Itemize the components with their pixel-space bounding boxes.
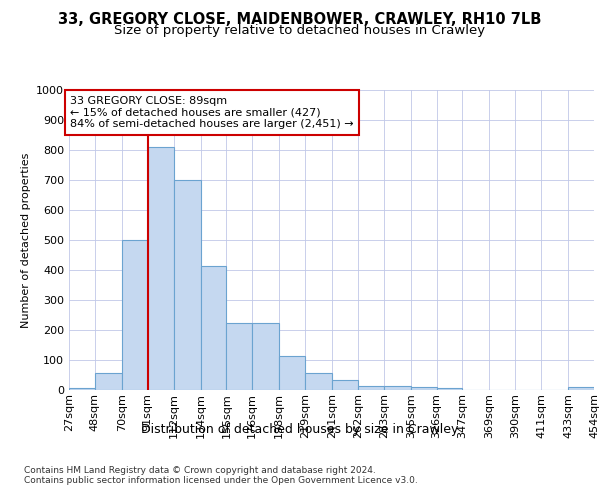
Bar [95,373,122,390]
Bar [200,266,226,390]
Bar [437,388,463,390]
Bar [252,322,279,390]
Bar [148,147,173,390]
Bar [384,386,411,390]
Bar [332,380,358,390]
Bar [122,240,148,390]
Bar [226,322,252,390]
Bar [411,386,437,390]
Text: Distribution of detached houses by size in Crawley: Distribution of detached houses by size … [142,422,458,436]
Text: Contains public sector information licensed under the Open Government Licence v3: Contains public sector information licen… [24,476,418,485]
Text: 33, GREGORY CLOSE, MAIDENBOWER, CRAWLEY, RH10 7LB: 33, GREGORY CLOSE, MAIDENBOWER, CRAWLEY,… [58,12,542,28]
Text: Size of property relative to detached houses in Crawley: Size of property relative to detached ho… [115,24,485,37]
Bar [69,388,95,390]
Text: 33 GREGORY CLOSE: 89sqm
← 15% of detached houses are smaller (427)
84% of semi-d: 33 GREGORY CLOSE: 89sqm ← 15% of detache… [70,96,354,129]
Bar [305,373,332,390]
Y-axis label: Number of detached properties: Number of detached properties [20,152,31,328]
Bar [173,180,200,390]
Bar [279,356,305,390]
Bar [568,386,594,390]
Bar [358,386,384,390]
Text: Contains HM Land Registry data © Crown copyright and database right 2024.: Contains HM Land Registry data © Crown c… [24,466,376,475]
